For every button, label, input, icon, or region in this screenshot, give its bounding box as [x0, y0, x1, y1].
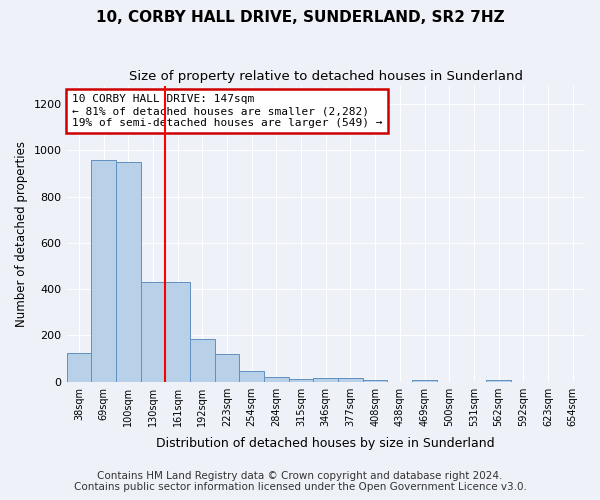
Bar	[190, 339, 215, 382]
Bar	[67, 352, 91, 382]
Bar	[338, 378, 363, 382]
Bar	[140, 282, 165, 382]
Bar	[215, 354, 239, 382]
Bar	[264, 377, 289, 382]
Text: 10 CORBY HALL DRIVE: 147sqm
← 81% of detached houses are smaller (2,282)
19% of : 10 CORBY HALL DRIVE: 147sqm ← 81% of det…	[72, 94, 382, 128]
Text: Contains HM Land Registry data © Crown copyright and database right 2024.
Contai: Contains HM Land Registry data © Crown c…	[74, 471, 526, 492]
Bar	[486, 380, 511, 382]
Bar	[239, 371, 264, 382]
Bar	[91, 160, 116, 382]
Bar	[313, 378, 338, 382]
Bar	[165, 282, 190, 382]
Bar	[116, 162, 140, 382]
Y-axis label: Number of detached properties: Number of detached properties	[15, 140, 28, 326]
Bar	[289, 380, 313, 382]
Text: 10, CORBY HALL DRIVE, SUNDERLAND, SR2 7HZ: 10, CORBY HALL DRIVE, SUNDERLAND, SR2 7H…	[95, 10, 505, 25]
X-axis label: Distribution of detached houses by size in Sunderland: Distribution of detached houses by size …	[157, 437, 495, 450]
Bar	[412, 380, 437, 382]
Bar	[363, 380, 388, 382]
Title: Size of property relative to detached houses in Sunderland: Size of property relative to detached ho…	[129, 70, 523, 83]
